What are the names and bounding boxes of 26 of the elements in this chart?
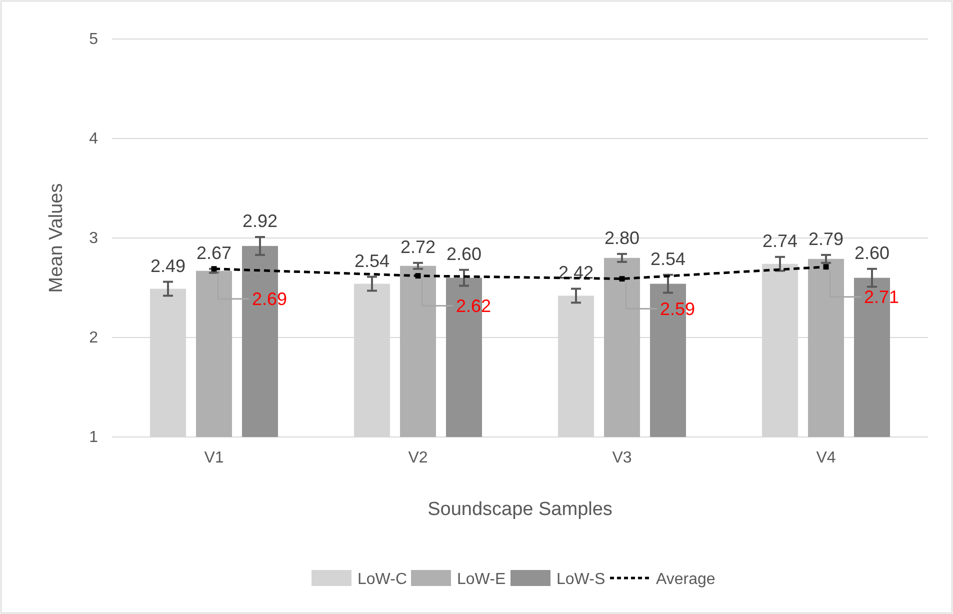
data-label: 2.49 xyxy=(150,256,186,276)
data-label: 2.67 xyxy=(196,242,232,263)
data-label: 2.80 xyxy=(604,228,640,248)
legend-label: LoW-S xyxy=(556,571,606,588)
data-label: 2.54 xyxy=(354,250,390,271)
legend-label: LoW-C xyxy=(358,571,407,588)
y-tick-label: 3 xyxy=(89,230,98,248)
data-label: 2.54 xyxy=(650,248,686,269)
x-tick-label: V3 xyxy=(612,449,632,466)
x-tick-label: V1 xyxy=(204,449,224,466)
data-label: 2.74 xyxy=(762,230,798,251)
data-label: 2.92 xyxy=(242,211,278,232)
data-label: 2.79 xyxy=(808,228,844,249)
y-tick-label: 4 xyxy=(89,130,98,148)
legend-label: Average xyxy=(656,571,716,588)
y-tick-label: 2 xyxy=(89,330,98,347)
x-tick-label: V4 xyxy=(816,449,836,466)
data-label: 2.60 xyxy=(854,242,890,263)
y-tick-label: 1 xyxy=(89,429,98,446)
data-label: 2.72 xyxy=(400,236,436,257)
legend-label: LoW-E xyxy=(457,571,506,588)
y-tick-label: 5 xyxy=(89,31,98,48)
x-tick-label: V2 xyxy=(408,449,428,466)
y-axis-title: Mean Values xyxy=(46,183,67,293)
data-label: 2.60 xyxy=(446,244,482,264)
x-axis-title: Soundscape Samples xyxy=(428,499,612,520)
